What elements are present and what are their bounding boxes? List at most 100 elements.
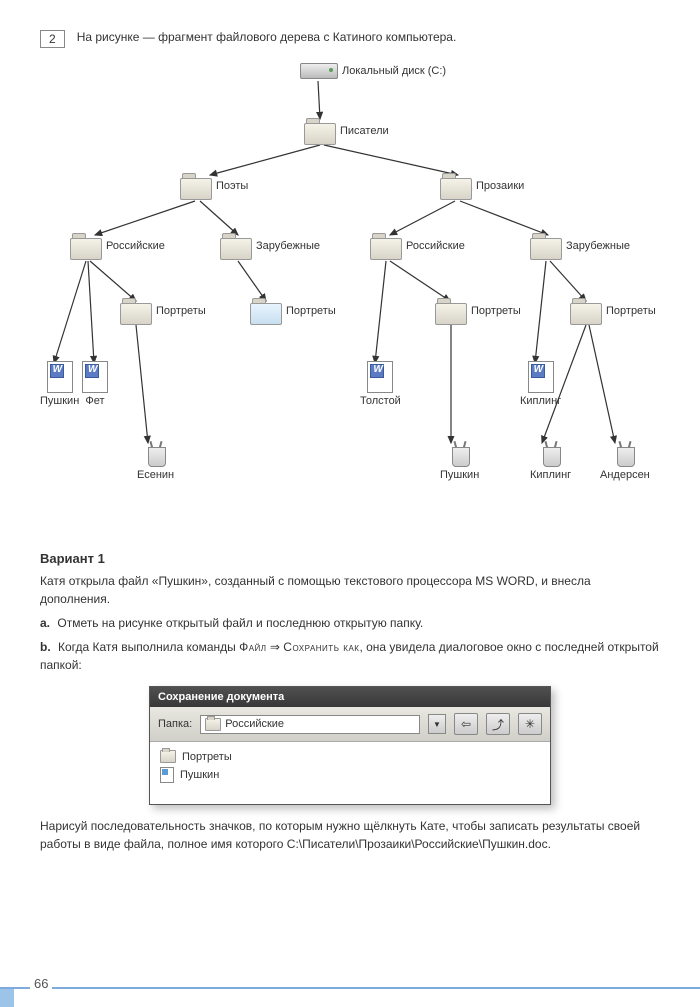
- folder-icon: [205, 718, 221, 731]
- tree-node-po_for_por: Портреты: [250, 298, 336, 324]
- menu-saveas-label: Сохранить как: [283, 640, 359, 654]
- folder-icon: [160, 750, 176, 763]
- paint-cup-icon: [540, 441, 562, 467]
- node-label: Фет: [85, 395, 104, 407]
- paint-cup-icon: [145, 441, 167, 467]
- dropdown-arrow-icon[interactable]: ▼: [428, 714, 446, 734]
- folder-icon: [120, 298, 152, 324]
- node-label: Киплинг: [520, 395, 561, 407]
- variant-intro: Катя открыла файл «Пушкин», созданный с …: [40, 572, 660, 608]
- save-dialog-wrap: Сохранение документа Папка: Российские ▼…: [40, 686, 660, 805]
- node-label: Андерсен: [600, 469, 650, 481]
- file-label: Портреты: [182, 751, 232, 763]
- menu-file-label: Файл: [239, 640, 266, 654]
- page-tab-decoration: [0, 989, 14, 1007]
- page: 2 На рисунке — фрагмент файлового дерева…: [0, 0, 700, 1007]
- tree-node-pr_ru: Российские: [370, 233, 465, 259]
- node-label: Российские: [406, 240, 465, 252]
- node-label: Портреты: [286, 305, 336, 317]
- node-label: Пушкин: [40, 395, 79, 407]
- folder-icon: [304, 118, 336, 144]
- save-dialog: Сохранение документа Папка: Российские ▼…: [149, 686, 551, 805]
- disk-icon: [300, 63, 338, 79]
- subtask-a: a. Отметь на рисунке открытый файл и пос…: [40, 614, 660, 632]
- node-label: Писатели: [340, 125, 389, 137]
- tree-node-tolstoy: Толстой: [360, 361, 401, 407]
- file-row[interactable]: Пушкин: [160, 765, 540, 785]
- variant-title: Вариант 1: [40, 551, 660, 566]
- folder-dropdown[interactable]: Российские: [200, 715, 420, 734]
- paint-cup-icon: [449, 441, 471, 467]
- folder-icon: [530, 233, 562, 259]
- tree-node-esenin: Есенин: [137, 441, 174, 481]
- node-label: Прозаики: [476, 180, 524, 192]
- dialog-toolbar: Папка: Российские ▼ ⇦ ⤴ ✳: [150, 707, 550, 742]
- word-doc-icon: [47, 361, 73, 393]
- word-doc-icon: [160, 767, 174, 783]
- folder-label: Папка:: [158, 718, 192, 730]
- subtask-b: b. Когда Катя выполнила команды Файл ⇒ С…: [40, 638, 660, 674]
- tree-node-pushkin2: Пушкин: [440, 441, 479, 481]
- node-label: Портреты: [156, 305, 206, 317]
- tree-node-andersen: Андерсен: [600, 441, 650, 481]
- closing-text: Нарисуй последовательность значков, по к…: [40, 817, 660, 853]
- word-doc-icon: [82, 361, 108, 393]
- arrow-symbol: ⇒: [267, 640, 284, 654]
- dialog-titlebar: Сохранение документа: [150, 687, 550, 707]
- closing-path: C:\Писатели\Прозаики\Российские\Пушкин.d…: [287, 837, 551, 851]
- subtask-b-label: b.: [40, 640, 51, 654]
- tree-node-po_ru_por: Портреты: [120, 298, 206, 324]
- folder-icon: [220, 233, 252, 259]
- tree-node-writers: Писатели: [304, 118, 389, 144]
- tree-node-fet: Фет: [82, 361, 108, 407]
- node-label: Российские: [106, 240, 165, 252]
- subtask-b-pre: Когда Катя выполнила команды: [58, 640, 239, 654]
- folder-icon: [70, 233, 102, 259]
- node-label: Зарубежные: [566, 240, 630, 252]
- node-label: Киплинг: [530, 469, 571, 481]
- node-label: Пушкин: [440, 469, 479, 481]
- subtask-a-text: Отметь на рисунке открытый файл и послед…: [57, 616, 423, 630]
- folder-icon: [180, 173, 212, 199]
- page-footer: 66: [0, 987, 700, 989]
- folder-value: Российские: [225, 718, 284, 730]
- tree-node-pr_ru_por: Портреты: [435, 298, 521, 324]
- tree-node-pr_for_por: Портреты: [570, 298, 656, 324]
- file-tree: Локальный диск (C:) Писатели Поэты Прозаики…: [40, 63, 660, 543]
- word-doc-icon: [367, 361, 393, 393]
- tree-node-pr_for: Зарубежные: [530, 233, 630, 259]
- tree-node-kipling1: Киплинг: [520, 361, 561, 407]
- tree-node-poets: Поэты: [180, 173, 248, 199]
- task-text: На рисунке — фрагмент файлового дерева с…: [77, 30, 457, 44]
- folder-icon: [440, 173, 472, 199]
- task-number: 2: [40, 30, 65, 48]
- node-label: Портреты: [471, 305, 521, 317]
- node-label: Есенин: [137, 469, 174, 481]
- task-header: 2 На рисунке — фрагмент файлового дерева…: [40, 30, 660, 48]
- folder-icon: [435, 298, 467, 324]
- up-folder-button[interactable]: ⤴: [486, 713, 510, 735]
- node-label: Поэты: [216, 180, 248, 192]
- subtask-a-label: a.: [40, 616, 50, 630]
- file-row[interactable]: Портреты: [160, 748, 540, 765]
- back-button[interactable]: ⇦: [454, 713, 478, 735]
- tree-node-disk: Локальный диск (C:): [300, 63, 446, 79]
- new-folder-button[interactable]: ✳: [518, 713, 542, 735]
- tree-node-pushkin1: Пушкин: [40, 361, 79, 407]
- tree-node-po_ru: Российские: [70, 233, 165, 259]
- node-label: Портреты: [606, 305, 656, 317]
- node-label: Локальный диск (C:): [342, 65, 446, 77]
- node-label: Толстой: [360, 395, 401, 407]
- folder-open-icon: [250, 298, 282, 324]
- dialog-filelist: Портреты Пушкин: [150, 742, 550, 804]
- file-label: Пушкин: [180, 769, 219, 781]
- tree-node-po_for: Зарубежные: [220, 233, 320, 259]
- folder-icon: [370, 233, 402, 259]
- tree-node-prose: Прозаики: [440, 173, 524, 199]
- word-doc-icon: [528, 361, 554, 393]
- folder-icon: [570, 298, 602, 324]
- page-number: 66: [30, 976, 52, 991]
- paint-cup-icon: [614, 441, 636, 467]
- node-label: Зарубежные: [256, 240, 320, 252]
- tree-node-kipling2: Киплинг: [530, 441, 571, 481]
